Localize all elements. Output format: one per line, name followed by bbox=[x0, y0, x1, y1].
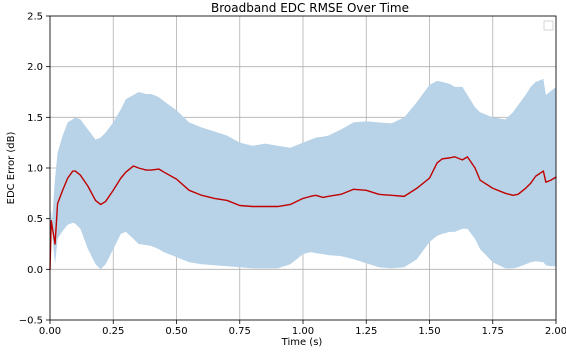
y-tick-label: 0.0 bbox=[27, 265, 43, 276]
y-tick-label: 2.0 bbox=[27, 62, 43, 73]
x-axis-ticks: 0.00 0.25 0.50 0.75 1.00 1.25 1.50 1.75 2.00 bbox=[39, 320, 566, 337]
y-tick-label: 2.5 bbox=[27, 12, 43, 23]
y-tick-label: 0.5 bbox=[27, 214, 43, 225]
x-tick-label: 1.50 bbox=[418, 326, 440, 337]
legend-box bbox=[543, 20, 554, 31]
x-tick-label: 1.00 bbox=[292, 326, 314, 337]
x-tick-label: 2.00 bbox=[545, 326, 566, 337]
y-axis-ticks: −0.5 0.0 0.5 1.0 1.5 2.0 2.5 bbox=[19, 12, 50, 327]
x-tick-label: 1.75 bbox=[482, 326, 504, 337]
y-tick-label: 1.0 bbox=[27, 164, 43, 175]
y-tick-label: 1.5 bbox=[27, 113, 43, 124]
x-tick-label: 1.25 bbox=[355, 326, 377, 337]
error-band bbox=[50, 78, 556, 270]
x-tick-label: 0.50 bbox=[165, 326, 187, 337]
y-axis-label: EDC Error (dB) bbox=[6, 132, 17, 205]
chart-title: Broadband EDC RMSE Over Time bbox=[211, 1, 409, 15]
x-tick-label: 0.75 bbox=[229, 326, 251, 337]
x-tick-label: 0.25 bbox=[102, 326, 124, 337]
rmse-line bbox=[49, 156, 557, 271]
x-axis-label: Time (s) bbox=[281, 337, 323, 348]
x-tick-label: 0.00 bbox=[39, 326, 61, 337]
y-tick-label: −0.5 bbox=[19, 316, 43, 327]
